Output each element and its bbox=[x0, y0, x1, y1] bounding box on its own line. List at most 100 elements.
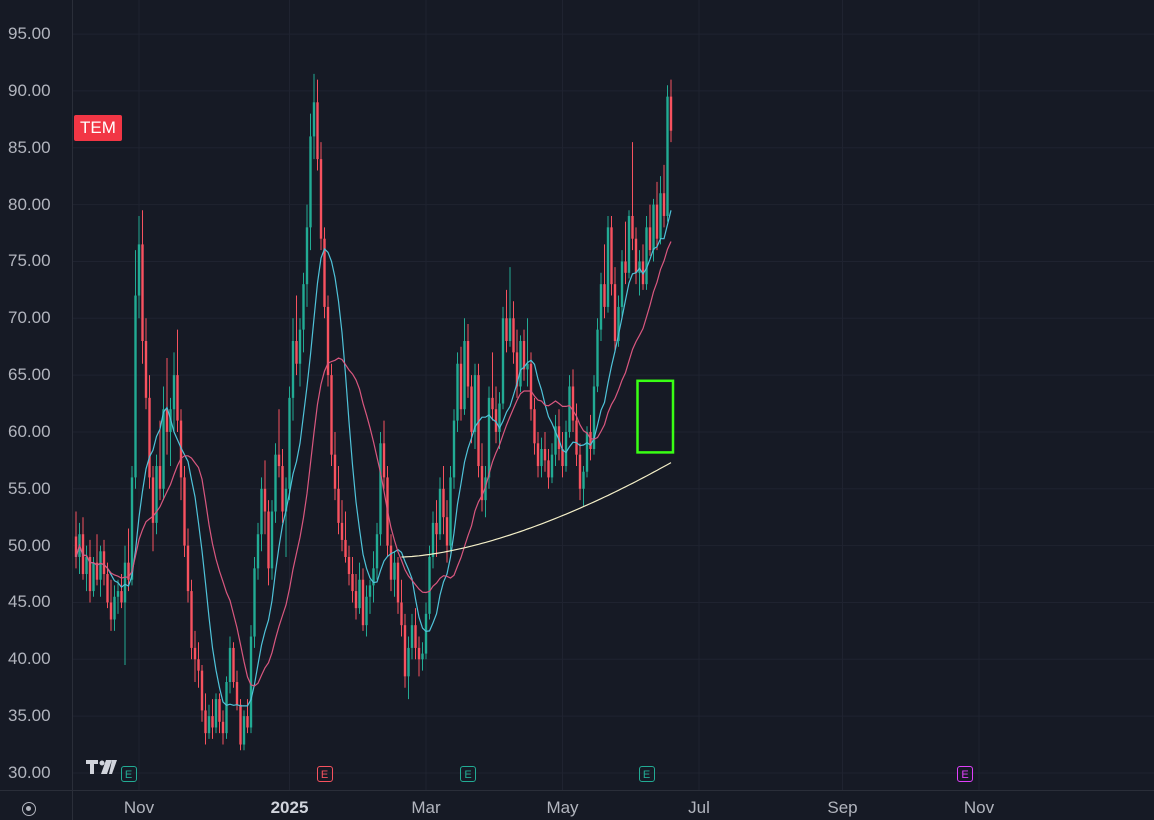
candle-down bbox=[662, 193, 666, 216]
price-tick-label: 85.00 bbox=[8, 137, 51, 157]
candle-down bbox=[267, 511, 270, 569]
candle-down bbox=[200, 670, 204, 711]
candle-up bbox=[214, 699, 218, 728]
candle-down bbox=[414, 625, 417, 648]
candle-down bbox=[351, 574, 354, 592]
candle-up bbox=[92, 562, 95, 592]
candle-down bbox=[382, 443, 386, 478]
candle-up bbox=[452, 420, 456, 478]
price-tick-label: 90.00 bbox=[8, 80, 51, 100]
time-axis-divider bbox=[0, 790, 1154, 791]
candle-down bbox=[281, 466, 284, 512]
candle-down bbox=[235, 682, 239, 705]
candle-up bbox=[484, 477, 487, 501]
candle-down bbox=[470, 386, 473, 432]
price-tick-label: 40.00 bbox=[8, 649, 51, 669]
candle-up bbox=[652, 204, 655, 251]
candle-down bbox=[631, 215, 634, 239]
candle-up bbox=[449, 477, 452, 546]
candle-down bbox=[323, 238, 326, 307]
candle-down bbox=[669, 96, 673, 131]
candle-up bbox=[137, 244, 141, 296]
earnings-icon[interactable]: E bbox=[316, 766, 333, 782]
candle-up bbox=[568, 386, 571, 432]
candle-down bbox=[176, 375, 179, 421]
candle-down bbox=[211, 716, 214, 728]
highlight-box bbox=[636, 379, 675, 454]
candle-down bbox=[193, 647, 197, 660]
candle-up bbox=[284, 488, 288, 512]
candle-up bbox=[288, 397, 291, 489]
candle-up bbox=[410, 625, 414, 648]
candle-up bbox=[487, 397, 491, 478]
price-tick-label: 60.00 bbox=[8, 421, 51, 441]
candle-down bbox=[403, 625, 407, 677]
candle-down bbox=[557, 426, 561, 449]
candle-up bbox=[298, 329, 302, 364]
candle-up bbox=[207, 716, 211, 734]
settings-gear-icon[interactable] bbox=[22, 802, 36, 816]
candle-up bbox=[305, 227, 309, 285]
candle-down bbox=[491, 397, 494, 410]
candle-up bbox=[638, 261, 641, 273]
price-tick-label: 30.00 bbox=[8, 762, 51, 782]
candle-down bbox=[466, 341, 470, 387]
candle-down bbox=[165, 409, 169, 432]
price-tick-label: 70.00 bbox=[8, 308, 51, 328]
candle-down bbox=[183, 477, 186, 546]
candle-up bbox=[582, 471, 585, 489]
candle-down bbox=[435, 522, 438, 535]
price-axis-divider bbox=[72, 0, 73, 820]
candle-down bbox=[144, 341, 148, 398]
candle-down bbox=[106, 574, 109, 603]
candle-up bbox=[302, 284, 305, 330]
earnings-icon[interactable]: E bbox=[957, 766, 973, 782]
candle-down bbox=[361, 579, 365, 626]
price-tick-label: 55.00 bbox=[8, 478, 51, 498]
candle-down bbox=[533, 409, 536, 444]
candle-down bbox=[505, 318, 508, 342]
candle-up bbox=[519, 341, 522, 387]
candle-down bbox=[74, 536, 78, 557]
candle-up bbox=[554, 426, 557, 455]
candle-down bbox=[337, 488, 340, 523]
candle-up bbox=[428, 556, 431, 614]
earnings-icon[interactable]: E bbox=[638, 766, 655, 782]
candle-down bbox=[648, 227, 652, 251]
candle-down bbox=[354, 591, 358, 609]
candle-down bbox=[186, 545, 190, 592]
time-tick-label: May bbox=[546, 798, 579, 817]
candle-down bbox=[158, 466, 162, 489]
time-tick-label: Mar bbox=[411, 798, 441, 817]
ticker-label: TEM bbox=[74, 115, 122, 141]
candle-down bbox=[522, 341, 526, 370]
candle-down bbox=[655, 204, 659, 239]
candle-up bbox=[564, 431, 568, 467]
candle-up bbox=[134, 295, 137, 478]
candle-down bbox=[529, 363, 533, 410]
candle-down bbox=[151, 477, 155, 523]
candle-up bbox=[123, 562, 127, 603]
moving-average-10 bbox=[75, 210, 672, 707]
candle-down bbox=[417, 647, 421, 660]
candle-up bbox=[627, 215, 631, 273]
candle-up bbox=[253, 568, 256, 637]
candle-down bbox=[95, 562, 99, 580]
candle-up bbox=[375, 534, 379, 569]
candle-down bbox=[396, 562, 400, 603]
earnings-icon[interactable]: E bbox=[120, 766, 137, 782]
candle-up bbox=[368, 585, 372, 597]
candle-up bbox=[585, 431, 589, 472]
candle-up bbox=[249, 636, 253, 728]
candle-up bbox=[274, 454, 277, 512]
candle-up bbox=[372, 568, 375, 586]
candle-up bbox=[606, 227, 610, 307]
candle-down bbox=[589, 431, 592, 449]
candle-up bbox=[162, 409, 165, 489]
candle-up bbox=[407, 647, 410, 677]
earnings-icon[interactable]: E bbox=[460, 766, 476, 782]
candle-down bbox=[109, 602, 113, 620]
time-tick-label: 2025 bbox=[270, 798, 309, 817]
